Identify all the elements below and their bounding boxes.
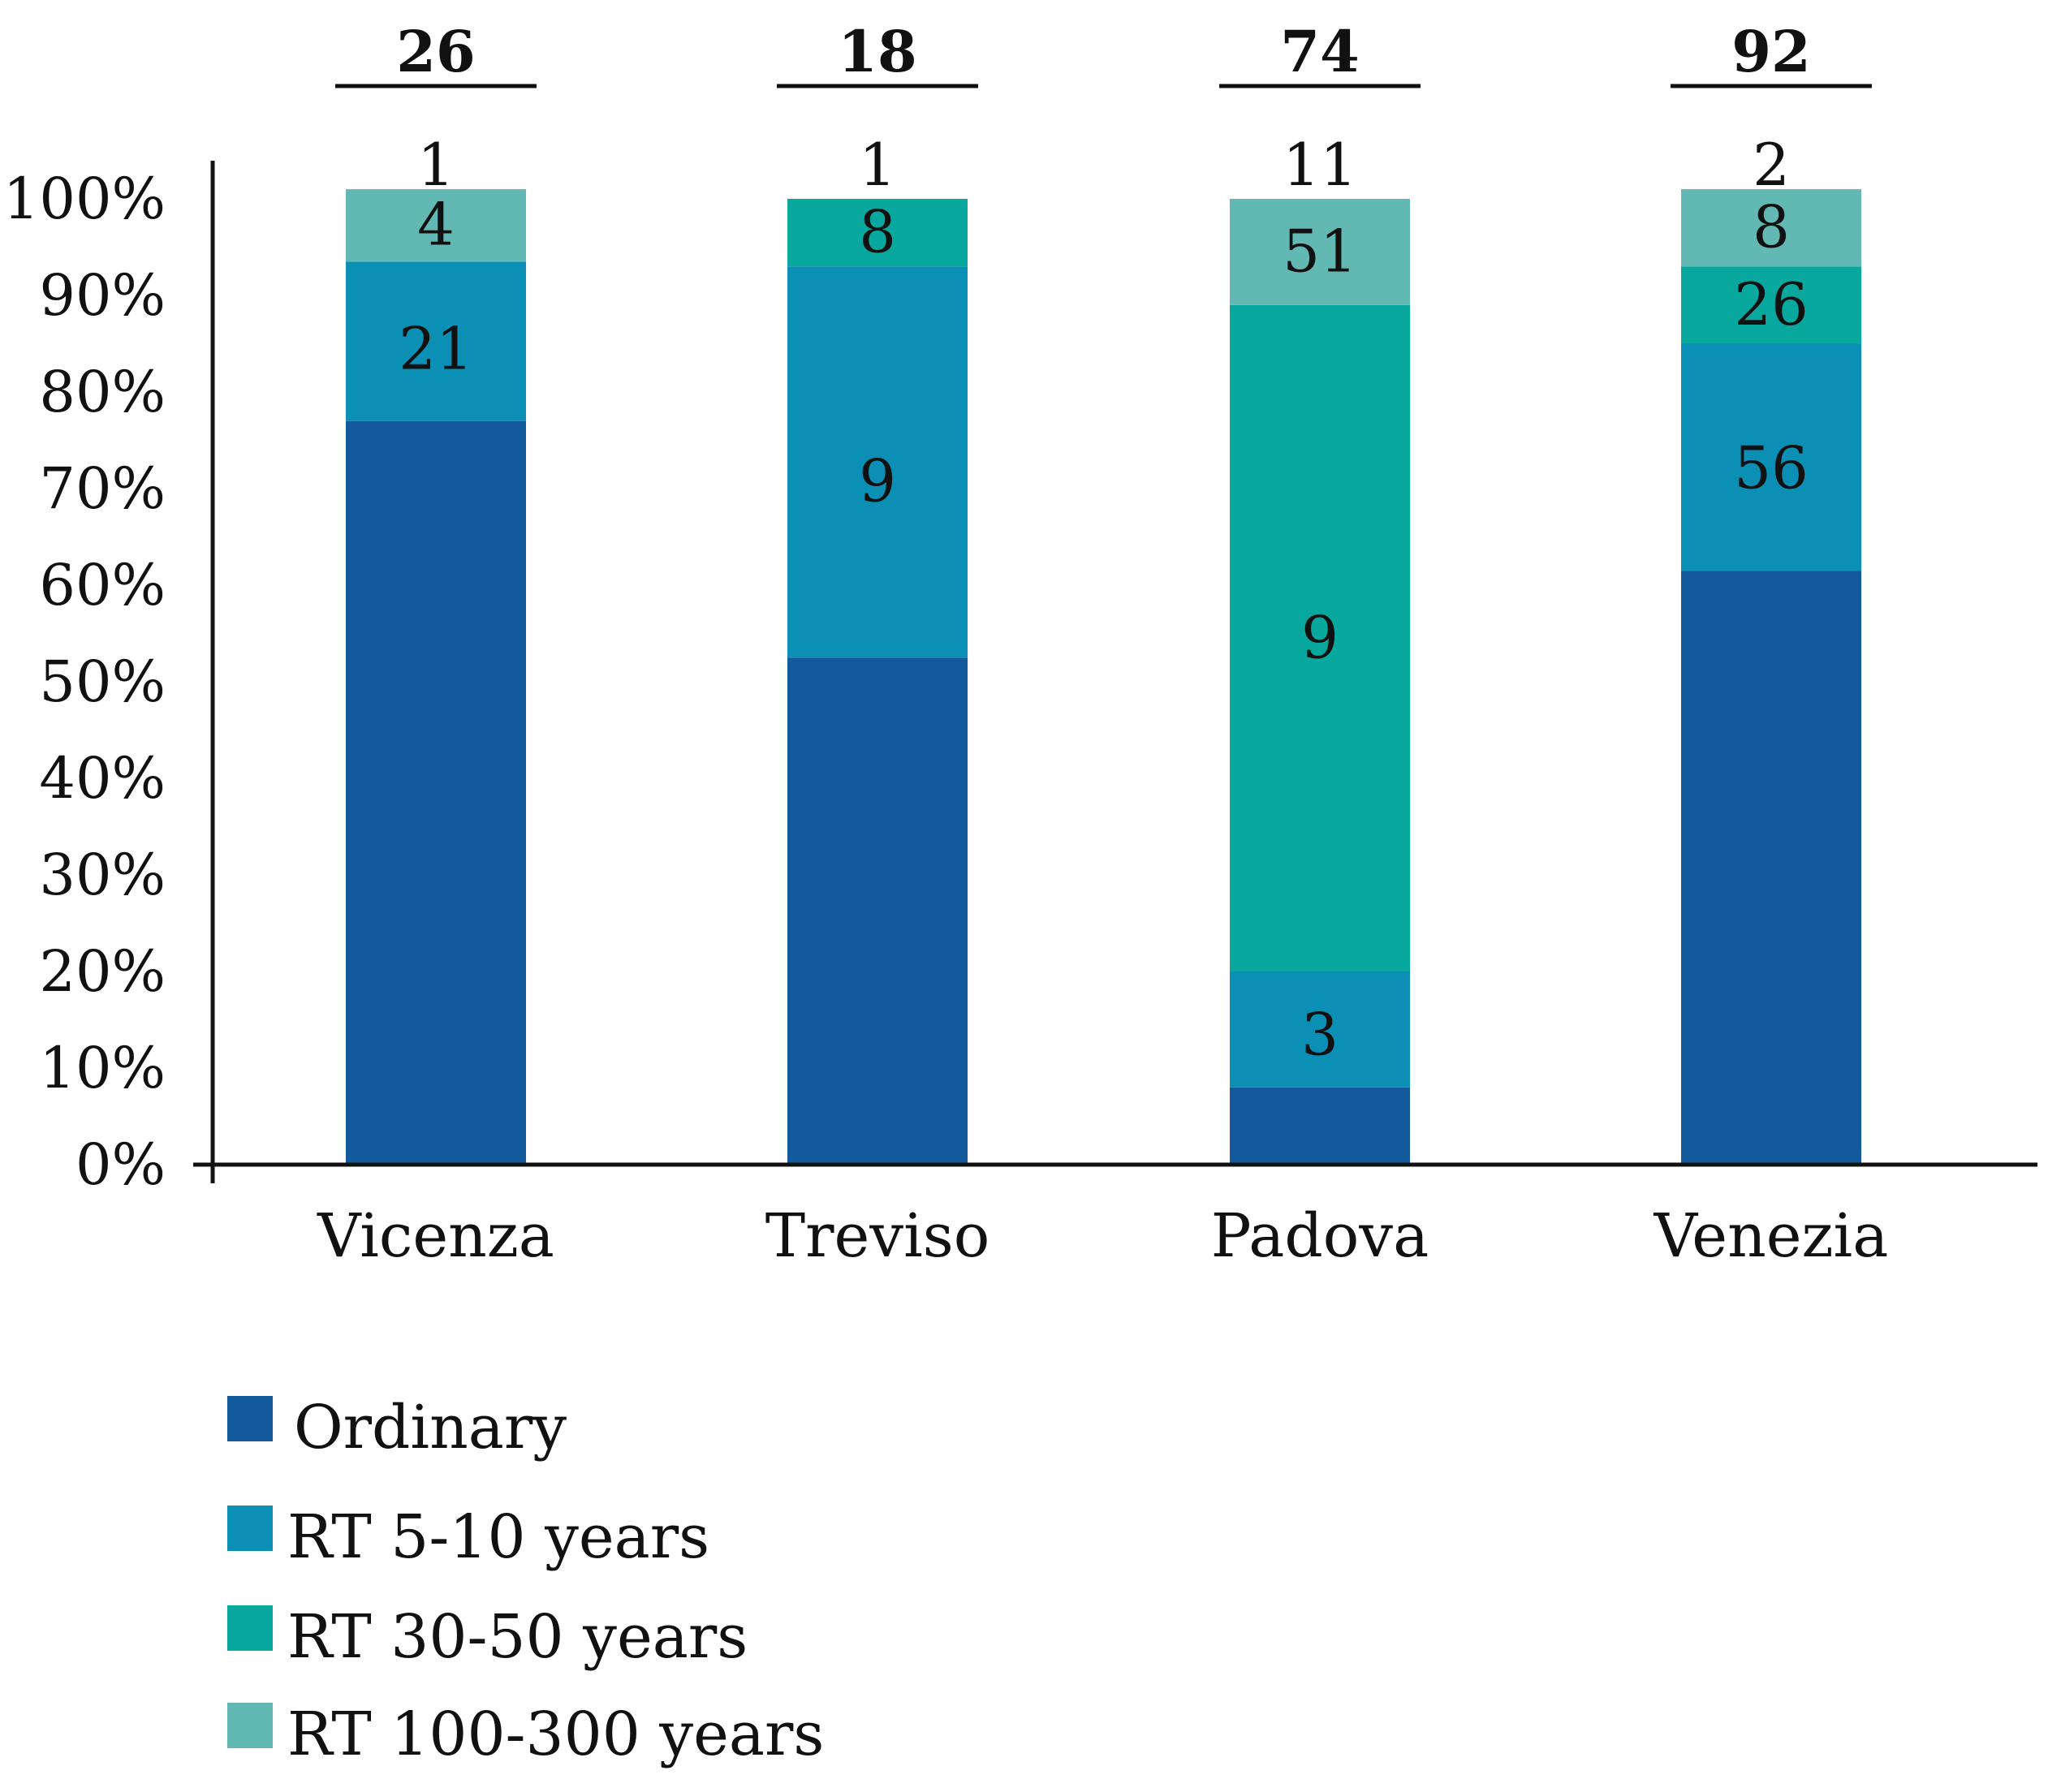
bar-padova-series-3 [1230, 199, 1410, 305]
y-tick-label-10: 10% [39, 1035, 166, 1101]
y-tick-label-80: 80% [39, 359, 166, 425]
legend-label-0: Ordinary [294, 1393, 567, 1462]
top-label-treviso: 1 [859, 131, 896, 199]
y-tick-label-20: 20% [39, 938, 166, 1005]
total-label-venezia: 92 [1731, 18, 1810, 85]
bar-venezia-series-1 [1681, 343, 1861, 571]
top-label-padova: 11 [1283, 131, 1357, 199]
bar-vicenza-series-1 [346, 261, 526, 421]
legend-swatch-2 [227, 1605, 273, 1651]
y-tick-label-60: 60% [39, 552, 166, 618]
bar-treviso-series-2 [787, 199, 968, 267]
y-tick-label-30: 30% [39, 842, 166, 908]
bar-treviso-series-0 [787, 657, 968, 1165]
category-label-venezia: Venezia [1653, 1201, 1889, 1271]
data-label-venezia-series-3: 8 [1753, 193, 1790, 261]
y-tick-label-100: 100% [3, 166, 166, 232]
bar-treviso-series-1 [787, 266, 968, 658]
data-label-padova-series-3: 51 [1283, 217, 1357, 285]
y-tick-label-40: 40% [39, 745, 166, 812]
data-label-vicenza-series-3: 4 [417, 191, 455, 259]
axes-layer: 0% 10% 20% 30% 40% 50% 60% 70% 80% 90% 100% [3, 161, 2037, 1198]
total-label-treviso: 18 [838, 18, 916, 85]
bar-padova-series-2 [1230, 304, 1410, 971]
category-label-padova: Padova [1211, 1201, 1429, 1271]
labels-layer: 214126Vicenza98118Treviso39511174Padova5… [317, 18, 1888, 1271]
bar-padova-series-1 [1230, 971, 1410, 1088]
top-label-vicenza: 1 [417, 131, 455, 199]
data-label-treviso-series-1: 9 [859, 446, 896, 515]
data-label-venezia-series-1: 56 [1734, 433, 1809, 502]
y-tick-label-90: 90% [39, 262, 166, 329]
bar-vicenza-series-0 [346, 420, 526, 1165]
bar-vicenza-series-3 [346, 189, 526, 262]
top-label-venezia: 2 [1753, 131, 1790, 199]
bar-padova-series-0 [1230, 1087, 1410, 1165]
data-label-vicenza-series-1: 21 [399, 314, 473, 382]
legend-label-2: RT 30-50 years [287, 1602, 748, 1672]
total-label-vicenza: 26 [396, 18, 475, 85]
y-tick-label-50: 50% [39, 648, 166, 715]
data-label-padova-series-2: 9 [1301, 603, 1339, 671]
bar-venezia-series-3 [1681, 189, 1861, 267]
bar-venezia-series-0 [1681, 571, 1861, 1165]
legend-label-1: RT 5-10 years [287, 1502, 709, 1572]
legend-swatch-0 [227, 1396, 273, 1441]
legend-swatch-1 [227, 1506, 273, 1551]
category-label-vicenza: Vicenza [317, 1201, 554, 1271]
data-label-venezia-series-2: 26 [1734, 270, 1809, 338]
legend: Ordinary RT 5-10 years RT 30-50 years RT 10… [227, 1393, 824, 1769]
y-tick-label-0: 0% [75, 1131, 166, 1198]
total-label-padova: 74 [1280, 18, 1359, 85]
data-label-padova-series-1: 3 [1301, 1001, 1339, 1069]
bar-venezia-series-2 [1681, 266, 1861, 344]
category-label-treviso: Treviso [765, 1201, 990, 1271]
bars-layer [346, 189, 1861, 1165]
legend-label-3: RT 100-300 years [287, 1699, 824, 1769]
legend-swatch-3 [227, 1703, 273, 1748]
data-label-treviso-series-2: 8 [859, 198, 896, 266]
y-tick-label-70: 70% [39, 455, 166, 522]
